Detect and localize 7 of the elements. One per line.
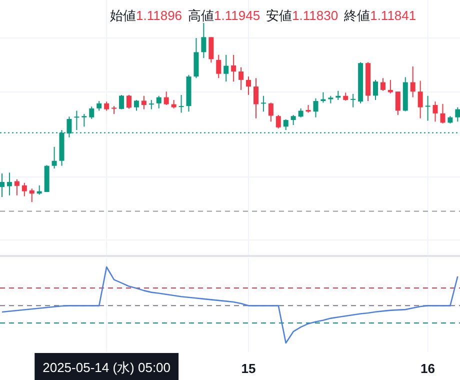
- x-tick-label: 15: [241, 361, 256, 376]
- annotation: 始値1.11896: [110, 8, 182, 23]
- annotation: 高値1.11945: [188, 8, 260, 23]
- x-tick-label: 16: [420, 361, 436, 376]
- x-tick-label: 2025-05-14 (水) 05:00: [42, 360, 171, 375]
- annotation: 終値1.11841: [343, 8, 416, 23]
- annotation: 安値1.11830: [266, 8, 338, 23]
